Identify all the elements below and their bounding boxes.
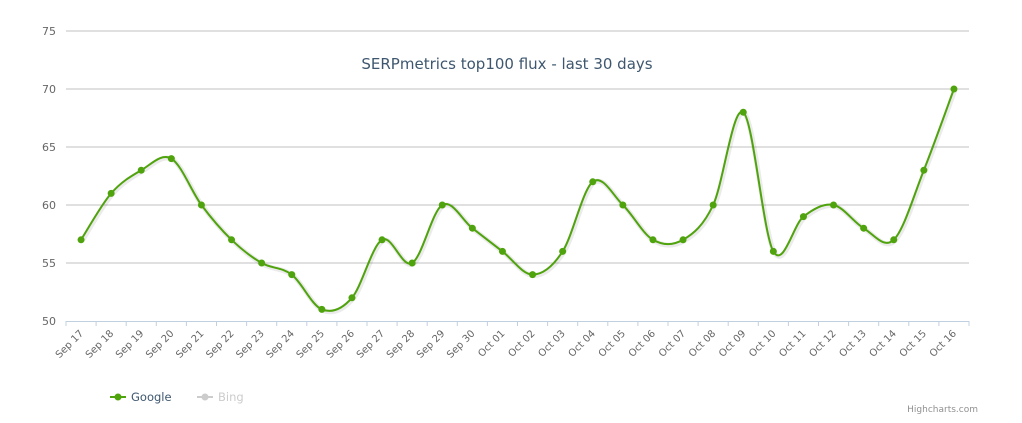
data-point-marker[interactable]	[258, 259, 266, 267]
data-point-marker[interactable]	[438, 201, 446, 209]
y-tick-label: 65	[42, 141, 56, 154]
x-tick-label: Oct 16	[928, 328, 959, 359]
y-tick-label: 70	[42, 83, 56, 96]
x-tick-label: Oct 03	[537, 328, 568, 359]
x-tick-label: Oct 01	[476, 328, 507, 359]
x-tick-label: Sep 26	[325, 328, 357, 360]
x-tick-label: Oct 06	[627, 328, 658, 359]
data-point-marker[interactable]	[860, 224, 868, 232]
x-tick-label: Oct 02	[506, 328, 537, 359]
chart-title: SERPmetrics top100 flux - last 30 days	[361, 55, 652, 73]
data-point-marker[interactable]	[739, 108, 747, 116]
y-tick-label: 55	[42, 257, 56, 270]
data-point-marker[interactable]	[498, 247, 506, 255]
x-tick-label: Oct 08	[687, 328, 718, 359]
data-point-marker[interactable]	[167, 155, 175, 163]
legend-item-google[interactable]: Google	[110, 390, 172, 404]
x-tick-label: Oct 13	[838, 328, 869, 359]
x-tick-label: Oct 07	[657, 328, 688, 359]
legend-bing-marker-icon	[201, 393, 209, 401]
x-tick-label: Sep 21	[174, 328, 206, 360]
x-tick-label: Sep 22	[204, 328, 236, 360]
x-tick-label: Sep 30	[445, 328, 477, 360]
data-point-marker[interactable]	[77, 236, 85, 244]
data-point-marker[interactable]	[228, 236, 236, 244]
data-point-marker[interactable]	[679, 236, 687, 244]
legend-google-marker-icon	[114, 393, 122, 401]
series-google[interactable]	[77, 85, 958, 315]
x-tick-label: Sep 27	[355, 328, 387, 360]
grid-lines	[66, 30, 969, 264]
data-point-marker[interactable]	[890, 236, 898, 244]
y-tick-label: 75	[42, 25, 56, 38]
x-tick-label: Oct 12	[807, 328, 838, 359]
series-shadow	[79, 89, 958, 315]
x-tick-label: Oct 04	[567, 328, 598, 359]
data-point-marker[interactable]	[559, 247, 567, 255]
x-tick-label: Sep 25	[295, 328, 327, 360]
data-point-marker[interactable]	[769, 247, 777, 255]
legend-bing-label: Bing	[218, 390, 244, 404]
x-tick-label: Oct 09	[717, 328, 748, 359]
x-tick-label: Oct 05	[597, 328, 628, 359]
data-point-marker[interactable]	[589, 178, 597, 186]
x-tick-label: Sep 24	[265, 328, 297, 360]
x-tick-label: Oct 10	[747, 328, 778, 359]
series-line[interactable]	[80, 88, 955, 312]
data-point-marker[interactable]	[318, 305, 326, 313]
data-point-marker[interactable]	[529, 271, 537, 279]
credits-link[interactable]: Highcharts.com	[907, 405, 978, 415]
data-point-marker[interactable]	[137, 166, 145, 174]
x-tick-label: Sep 29	[415, 328, 447, 360]
data-point-marker[interactable]	[107, 189, 115, 197]
x-tick-label: Sep 23	[234, 328, 266, 360]
data-point-marker[interactable]	[830, 201, 838, 209]
data-point-marker[interactable]	[288, 271, 296, 279]
x-tick-label: Oct 15	[898, 328, 929, 359]
data-point-marker[interactable]	[408, 259, 416, 267]
data-point-marker[interactable]	[348, 294, 356, 302]
x-tick-label: Sep 19	[114, 328, 146, 360]
data-point-marker[interactable]	[378, 236, 386, 244]
x-tick-label: Sep 18	[84, 328, 116, 360]
y-axis: 50 55 60 65 70 75	[42, 25, 56, 328]
x-tick-label: Sep 20	[144, 328, 176, 360]
y-tick-label: 60	[42, 199, 56, 212]
data-point-marker[interactable]	[619, 201, 627, 209]
legend-item-bing[interactable]: Bing	[197, 390, 244, 404]
legend: Google Bing	[110, 390, 244, 404]
legend-google-label: Google	[131, 390, 172, 404]
x-tick-label: Oct 11	[777, 328, 808, 359]
y-tick-label: 50	[42, 315, 56, 328]
data-point-marker[interactable]	[709, 201, 717, 209]
x-tick-label: Oct 14	[868, 328, 899, 359]
data-point-marker[interactable]	[920, 166, 928, 174]
data-point-marker[interactable]	[799, 213, 807, 221]
data-point-marker[interactable]	[468, 224, 476, 232]
data-point-marker[interactable]	[197, 201, 205, 209]
data-point-marker[interactable]	[649, 236, 657, 244]
x-tick-label: Sep 28	[385, 328, 417, 360]
x-tick-label: Sep 17	[54, 328, 86, 360]
data-point-marker[interactable]	[950, 85, 958, 93]
